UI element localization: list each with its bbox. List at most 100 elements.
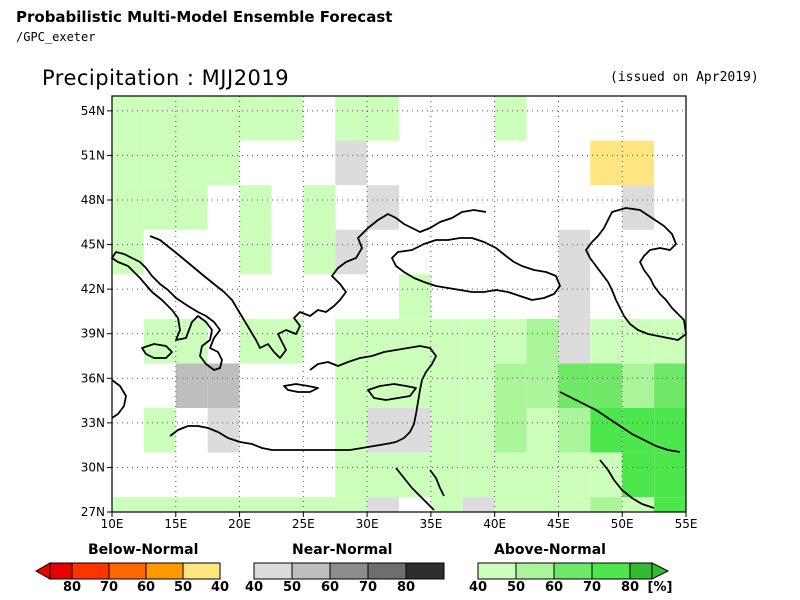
coastline-north-africa [111, 379, 127, 419]
near-swatch [367, 562, 407, 580]
probability-cell [590, 452, 623, 498]
coastline-crete [283, 383, 319, 393]
probability-cell [143, 96, 176, 141]
probability-cell [239, 318, 272, 364]
probability-cell [271, 497, 304, 512]
probability-cell [590, 497, 623, 512]
probability-cell [590, 318, 623, 364]
lon-tick-label: 25E [292, 517, 315, 531]
probability-cell [462, 363, 495, 408]
lat-tick-label: 45N [81, 238, 105, 252]
map-frame [111, 95, 687, 513]
latitude-axis: 54N 51N 48N 45N 42N 39N 36N 33N 30N 27N [81, 104, 112, 519]
issued-date: (issued on Apr2019) [610, 70, 759, 85]
below-swatch [49, 562, 73, 580]
probability-cell [526, 408, 559, 453]
probability-cell [558, 497, 591, 512]
above-normal-label: Above-Normal [494, 542, 606, 558]
probability-cell [590, 408, 623, 453]
probability-cell [367, 185, 399, 230]
probability-cell [654, 452, 686, 498]
probability-cell [367, 96, 399, 141]
probability-cell [558, 363, 591, 408]
probability-cell [112, 185, 144, 230]
probability-cell [207, 140, 240, 186]
below-swatch [71, 562, 110, 580]
probability-cell [207, 96, 240, 141]
probability-cell [590, 363, 623, 408]
near-swatch [253, 562, 293, 580]
probability-cell [494, 363, 527, 408]
above-swatch [553, 562, 593, 580]
probability-cell [207, 363, 240, 408]
lon-tick-label: 30E [356, 517, 379, 531]
lat-tick-label: 48N [81, 193, 105, 207]
probability-cell [558, 229, 591, 275]
probability-cell [494, 96, 527, 141]
above-swatch [477, 562, 517, 580]
probability-cell [526, 497, 559, 512]
probability-cell [367, 452, 399, 498]
probability-cell [303, 497, 336, 512]
near-swatch [405, 562, 445, 580]
probability-cell [175, 497, 208, 512]
probability-cell [303, 229, 336, 275]
unit-label: [%] [647, 580, 673, 595]
lat-tick-label: 36N [81, 371, 105, 385]
near-tick: 40 [244, 580, 264, 595]
probability-cell [143, 497, 176, 512]
probability-cell [494, 497, 527, 512]
coastline-balkans [149, 209, 487, 359]
probability-cell [430, 363, 463, 408]
probability-cell [143, 185, 176, 230]
lon-tick-label: 50E [611, 517, 634, 531]
probability-cell [462, 452, 495, 498]
above-tick: 50 [506, 580, 526, 595]
probability-cell [143, 408, 176, 453]
coastline-med-east [169, 345, 437, 451]
probability-cell [430, 497, 463, 512]
above-swatch [591, 562, 631, 580]
below-swatch [108, 562, 147, 580]
probability-cell [462, 318, 495, 364]
coastline-sicily [141, 343, 173, 359]
probability-cell [558, 408, 591, 453]
lat-tick-label: 39N [81, 327, 105, 341]
probability-cell [271, 96, 304, 141]
probability-cell [526, 363, 559, 408]
probability-cell [430, 452, 463, 498]
probability-cell [335, 318, 368, 364]
probability-cell [399, 318, 431, 364]
probability-cell [654, 408, 686, 453]
probability-cell [558, 452, 591, 498]
coastline-red-sea [395, 467, 445, 511]
above-normal-colorbar [477, 562, 670, 580]
below-swatch [145, 562, 184, 580]
above-tick: 60 [544, 580, 564, 595]
probability-cell [335, 96, 368, 141]
lon-tick-label: 35E [419, 517, 442, 531]
probability-cell [622, 318, 655, 364]
lon-tick-label: 40E [483, 517, 506, 531]
probability-cell [462, 497, 495, 512]
lat-tick-label: 51N [81, 148, 105, 162]
probability-cell [654, 497, 686, 512]
lat-tick-label: 54N [81, 104, 105, 118]
lat-tick-label: 33N [81, 416, 105, 430]
coastline-cyprus [367, 383, 417, 401]
figure-title: Probabilistic Multi-Model Ensemble Forec… [16, 8, 393, 26]
near-normal-label: Near-Normal [292, 542, 393, 558]
near-swatch [329, 562, 369, 580]
probability-cell [558, 274, 591, 319]
probability-cell [335, 497, 368, 512]
lon-tick-label: 20E [228, 517, 251, 531]
map-subtitle: Precipitation : MJJ2019 [42, 66, 290, 90]
probability-cell [335, 363, 368, 408]
probability-cell [239, 497, 272, 512]
probability-cell [239, 229, 272, 275]
probability-cell [175, 185, 208, 230]
near-tick: 80 [396, 580, 416, 595]
probability-cell [367, 497, 399, 512]
